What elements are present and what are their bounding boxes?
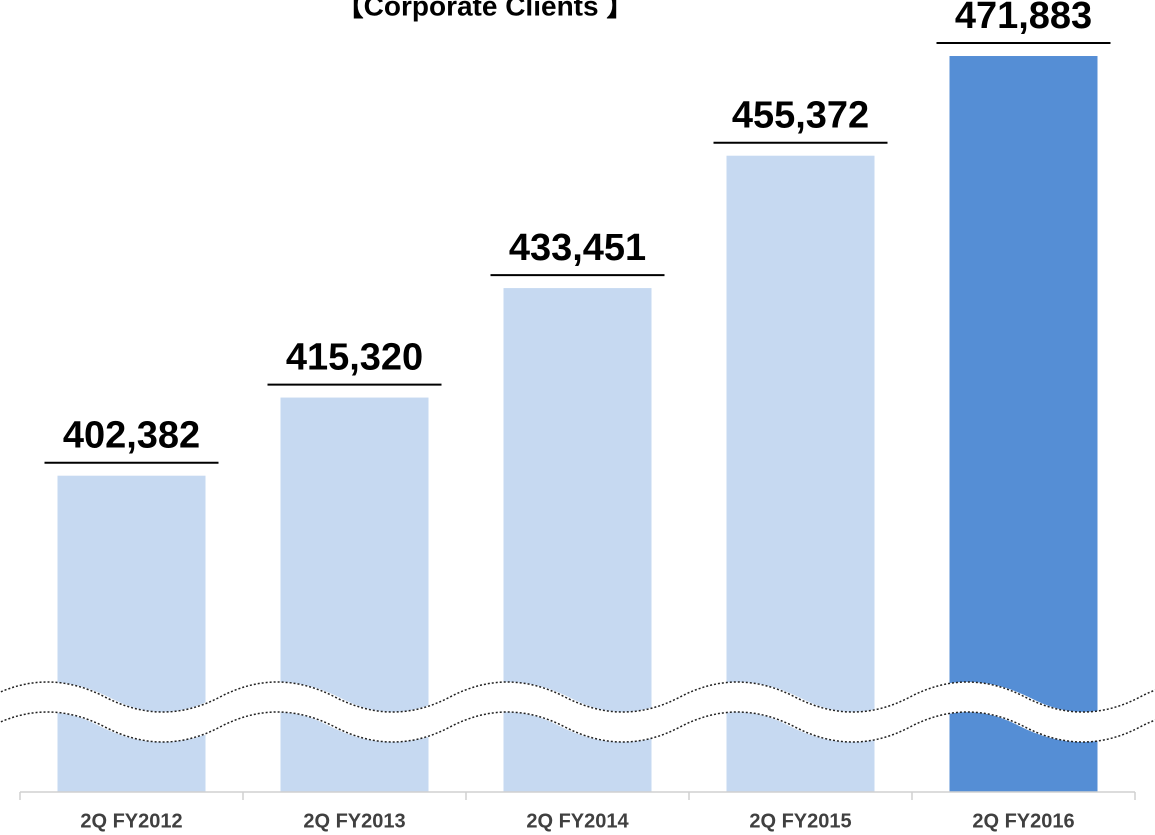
x-tick-label: 2Q FY2016: [972, 810, 1074, 832]
bar: [57, 475, 206, 792]
axis-break: [0, 681, 1155, 743]
break-band: [0, 682, 1155, 742]
value-label: 433,451: [509, 227, 646, 269]
x-tick-label: 2Q FY2013: [303, 810, 405, 832]
value-label: 455,372: [732, 95, 869, 137]
bars: [57, 56, 1098, 793]
break-line: [0, 681, 1155, 713]
value-label: 402,382: [63, 415, 200, 457]
value-label: 415,320: [286, 337, 423, 379]
x-tick-label: 2Q FY2015: [749, 810, 851, 832]
x-tick-label: 2Q FY2014: [526, 810, 629, 832]
value-label: 471,883: [955, 0, 1092, 37]
bar: [949, 56, 1098, 793]
break-line: [0, 711, 1155, 743]
x-tick-label: 2Q FY2012: [80, 810, 182, 832]
chart-title: 【Corporate Clients 】: [336, 0, 635, 21]
